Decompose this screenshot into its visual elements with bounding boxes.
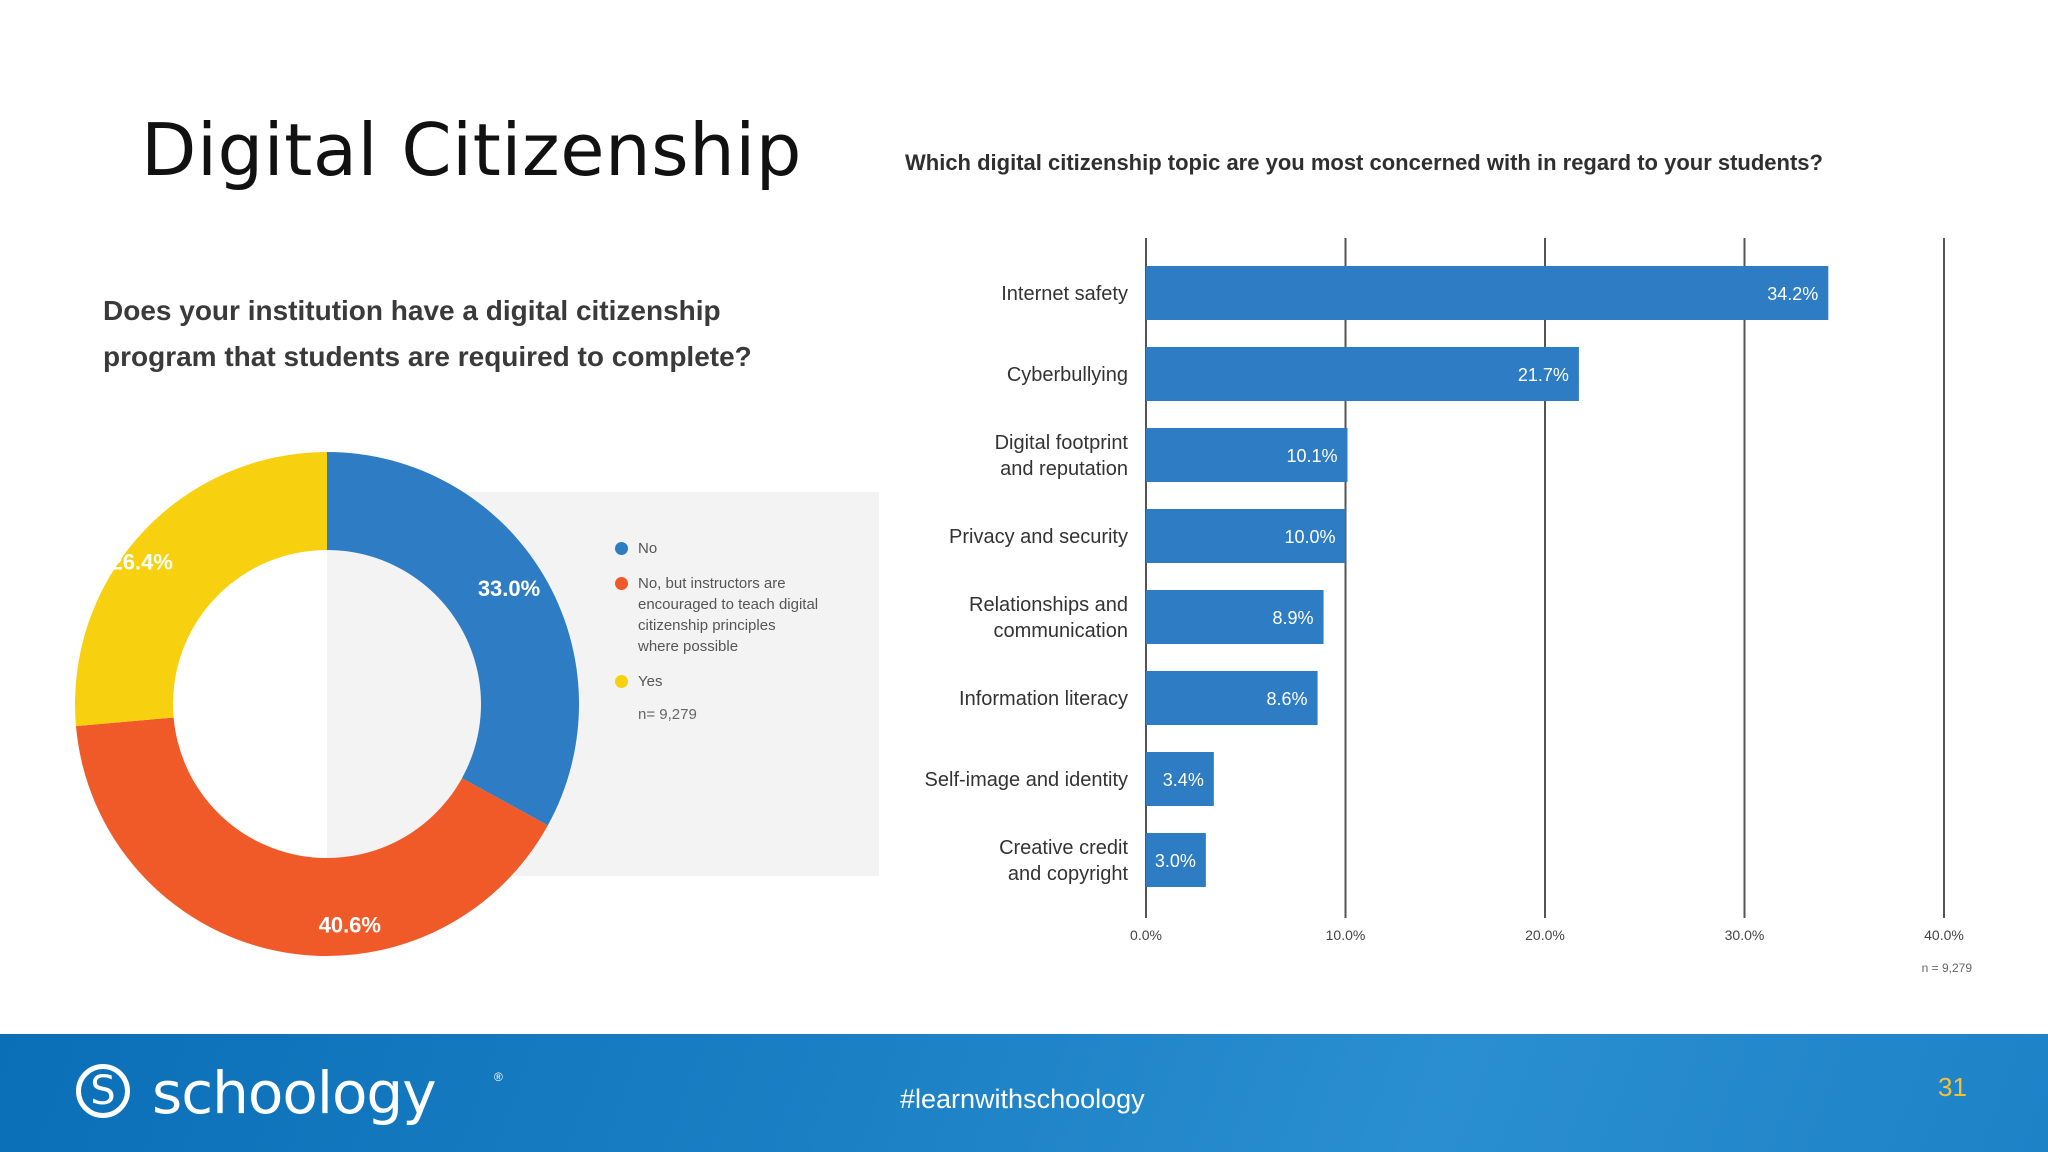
bar-value-label: 10.0% [1284,527,1335,547]
donut-slice [74,452,327,727]
logo-wordmark: schoology [152,1059,437,1127]
donut-slice-label: 33.0% [478,576,540,601]
bar [1146,347,1579,401]
x-tick-label: 40.0% [1924,927,1964,943]
legend-line: No, but instructors are [638,575,786,592]
legend-line: No [638,540,658,557]
bar [1146,509,1346,563]
category-label: Privacy and security [949,526,1128,548]
bar [1146,752,1214,806]
legend-line: Yes [638,673,663,690]
slide-title: Digital Citizenship [141,108,802,192]
donut-chart-title-line: program that students are required to co… [103,341,752,372]
legend-swatch-no [615,542,628,555]
donut-slice-label: 26.4% [110,549,172,574]
category-label: Internet safety [1001,283,1128,305]
donut-slice [327,452,580,826]
category-label: Creative credit and copyright [999,837,1128,885]
legend-line: encouraged to teach digital [638,596,819,613]
donut-slice [75,717,548,957]
bar [1146,590,1324,644]
donut-chart-title: Does your institution have a digital cit… [103,288,803,380]
legend-item-no-but-instructors: No, but instructors are encouraged to te… [612,573,862,657]
bar [1146,266,1829,320]
legend-item-yes: Yes [612,671,862,692]
category-label: Digital footprint and reputation [995,432,1129,480]
legend-item-no: No [612,538,862,559]
bar [1146,671,1318,725]
category-label: Self-image and identity [925,769,1128,791]
registered-mark-icon: ® [494,1070,503,1084]
bar-sample-size-note: n = 9,279 [1922,961,1973,975]
bar-value-label: 3.0% [1155,851,1196,871]
schoology-s-icon: S [76,1064,130,1118]
page-number: 31 [1938,1072,1967,1102]
x-tick-label: 0.0% [1130,927,1162,943]
bar-value-label: 34.2% [1767,284,1818,304]
x-tick-label: 10.0% [1326,927,1366,943]
bar-value-label: 21.7% [1518,365,1569,385]
legend-swatch-no-but-instructors [615,577,628,590]
legend-line: citizenship principles [638,617,776,634]
footer-bar: S schoology ® #learnwithschoology 31 [0,1034,2048,1152]
footer-hashtag: #learnwithschoology [900,1084,1145,1114]
category-label: Cyberbullying [1007,364,1128,386]
legend-swatch-yes [615,675,628,688]
bar-value-label: 10.1% [1286,446,1337,466]
bar-value-label: 8.9% [1273,608,1314,628]
bar-chart-title: Which digital citizenship topic are you … [905,150,1823,175]
donut-sample-size-note: n= 9,279 [638,706,697,723]
donut-legend: No No, but instructors are encouraged to… [612,538,862,723]
donut-chart-title-line: Does your institution have a digital cit… [103,295,721,326]
x-tick-label: 30.0% [1725,927,1765,943]
bar [1146,833,1206,887]
bar-value-label: 3.4% [1163,770,1204,790]
category-label: Relationships and communication [969,594,1128,642]
category-label: Information literacy [959,688,1128,710]
legend-line: where possible [638,638,739,655]
bar-chart: 0.0% 10.0% 20.0% 30.0% 40.0% 34.2% Internet sa… [925,238,1973,975]
donut-slice-label: 40.6% [319,913,381,938]
x-tick-label: 20.0% [1525,927,1565,943]
bar [1146,428,1348,482]
bar-value-label: 8.6% [1267,689,1308,709]
